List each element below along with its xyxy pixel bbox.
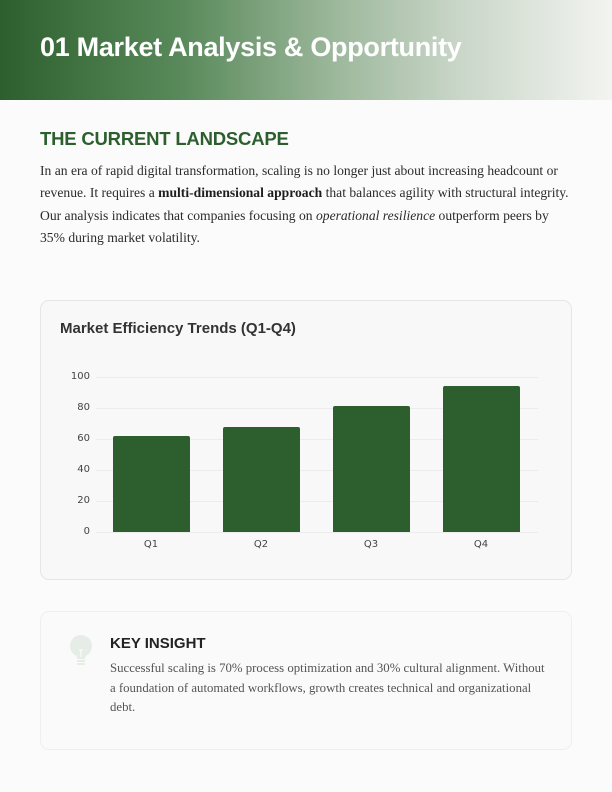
- intro-paragraph: In an era of rapid digital transformatio…: [40, 160, 576, 250]
- y-tick-label: 60: [77, 433, 90, 444]
- y-tick-label: 20: [77, 495, 90, 506]
- gridline: [96, 408, 538, 409]
- gridline: [96, 532, 538, 533]
- y-tick-label: 40: [77, 464, 90, 475]
- gridline: [96, 470, 538, 471]
- page-header: 01 Market Analysis & Opportunity: [0, 0, 612, 100]
- x-tick-label: Q4: [473, 539, 489, 550]
- insight-title: KEY INSIGHT: [110, 635, 206, 652]
- x-tick-label: Q2: [253, 539, 269, 550]
- chart-card: Market Efficiency Trends (Q1-Q4) 0 20 40 60…: [40, 300, 572, 580]
- chart-title: Market Efficiency Trends (Q1-Q4): [60, 320, 296, 337]
- gridline: [96, 439, 538, 440]
- insight-text: Successful scaling is 70% process optimi…: [110, 661, 545, 715]
- y-tick-label: 80: [77, 402, 90, 413]
- y-tick-label: 0: [83, 526, 90, 537]
- bar-q4: [443, 386, 520, 532]
- x-tick-label: Q3: [363, 539, 379, 550]
- bar-q2: [223, 426, 300, 532]
- lightbulb-icon: [70, 635, 92, 665]
- bar-q1: [113, 435, 190, 532]
- intro-text-3: outperform peers by 35% during market vo…: [40, 207, 549, 246]
- gridline: [96, 377, 538, 378]
- gridline: [96, 501, 538, 502]
- intro-bold-phrase: multi-dimensional approach: [158, 185, 323, 201]
- key-insight-card: KEY INSIGHT Successful scaling is 70% pr…: [40, 611, 572, 750]
- intro-text-1: In an era of rapid digital transformatio…: [40, 163, 558, 201]
- bar-chart: 0 20 40 60 80 100 Q1 Q2 Q3 Q4: [41, 301, 571, 579]
- intro-italic-phrase: operational resilience: [315, 207, 436, 223]
- page-title: 01 Market Analysis & Opportunity: [40, 32, 462, 62]
- y-tick-label: 100: [70, 371, 90, 382]
- bar-q3: [333, 406, 410, 532]
- x-tick-label: Q1: [143, 539, 159, 550]
- intro-text-2: that balances agility with structural in…: [40, 185, 569, 223]
- section-title: THE CURRENT LANDSCAPE: [40, 128, 289, 149]
